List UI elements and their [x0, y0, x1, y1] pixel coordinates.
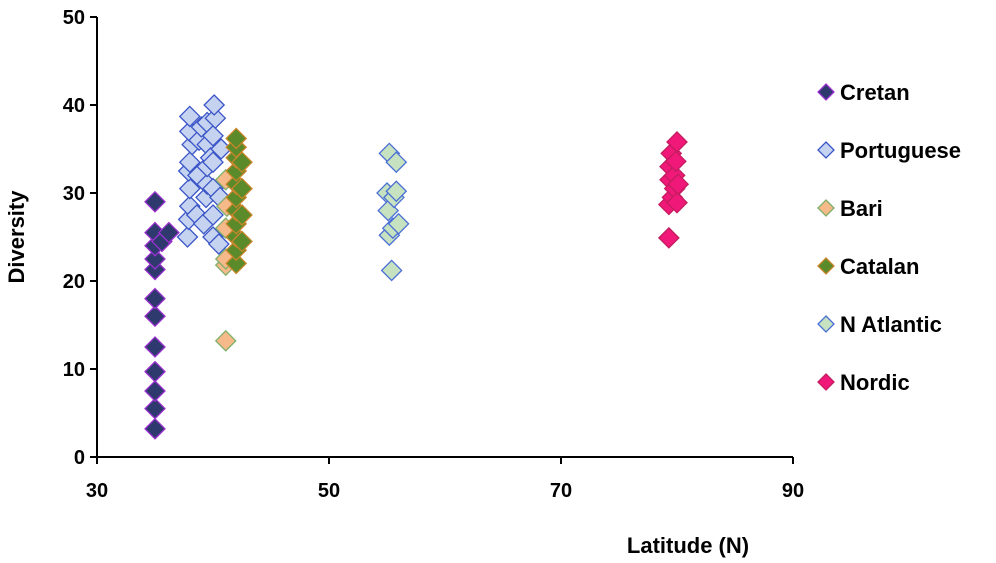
- data-point: [207, 233, 230, 255]
- legend-label: Bari: [840, 196, 883, 221]
- data-point: [225, 252, 248, 275]
- y-tick-label: 0: [74, 447, 85, 469]
- data-point: [144, 397, 166, 420]
- data-point: [214, 329, 237, 352]
- data-point: [158, 221, 180, 244]
- series-n-atlantic: [376, 142, 410, 282]
- data-point: [225, 127, 248, 150]
- y-axis-title: Diversity: [4, 190, 29, 284]
- data-point: [144, 248, 166, 270]
- legend-label: N Atlantic: [840, 312, 942, 337]
- data-point: [178, 151, 201, 174]
- x-axis-title: Latitude (N): [627, 533, 749, 558]
- points-layer: [144, 94, 690, 440]
- data-point: [144, 336, 166, 358]
- x-tick-label: 70: [550, 480, 572, 502]
- data-point: [664, 150, 687, 173]
- data-point: [176, 226, 199, 248]
- legend: Cretan Portuguese Bari Catalan N Atlantic Nor…: [817, 80, 961, 395]
- y-tick-label: 30: [63, 183, 85, 205]
- legend-label: Cretan: [840, 80, 910, 105]
- data-point: [387, 212, 410, 235]
- x-tick-label: 50: [318, 480, 340, 502]
- data-point: [144, 360, 166, 383]
- y-tick-label: 50: [63, 7, 85, 29]
- y-tick-label: 40: [63, 95, 85, 117]
- data-point: [385, 151, 408, 174]
- data-point: [380, 259, 403, 282]
- data-point: [231, 177, 253, 200]
- data-point: [204, 107, 227, 130]
- data-point: [178, 177, 201, 200]
- series-portuguese: [176, 94, 233, 255]
- legend-marker: [817, 315, 835, 333]
- x-tick-label: 30: [86, 480, 108, 502]
- data-point: [202, 151, 224, 174]
- series-cretan: [144, 190, 180, 440]
- data-point: [144, 417, 166, 440]
- series-catalan: [225, 127, 253, 275]
- data-point: [178, 105, 201, 128]
- legend-marker: [817, 199, 835, 217]
- data-point: [202, 204, 224, 226]
- x-tick-label: 90: [782, 480, 804, 502]
- ticks-layer: 0 10 20 30 40 50 30 50 70 90: [63, 7, 804, 502]
- data-point: [203, 94, 226, 116]
- legend-label: Catalan: [840, 254, 919, 279]
- data-point: [385, 180, 408, 203]
- data-point: [144, 190, 166, 213]
- axes: [96, 17, 793, 458]
- legend-marker: [817, 141, 835, 159]
- series-nordic: [657, 131, 690, 249]
- y-tick-label: 20: [63, 271, 85, 293]
- legend-marker: [817, 373, 835, 391]
- legend-marker: [817, 83, 835, 101]
- data-point: [666, 131, 688, 153]
- data-point: [667, 173, 690, 196]
- data-point: [144, 305, 166, 328]
- legend-marker: [817, 257, 835, 275]
- y-tick-label: 10: [63, 359, 85, 381]
- data-point: [144, 380, 166, 402]
- data-point: [231, 204, 253, 226]
- data-point: [231, 230, 253, 253]
- data-point: [144, 287, 166, 310]
- legend-label: Portuguese: [840, 138, 961, 163]
- data-point: [202, 124, 224, 147]
- data-point: [666, 191, 688, 214]
- data-point: [231, 151, 253, 174]
- legend-label: Nordic: [840, 370, 910, 395]
- data-point: [657, 226, 680, 249]
